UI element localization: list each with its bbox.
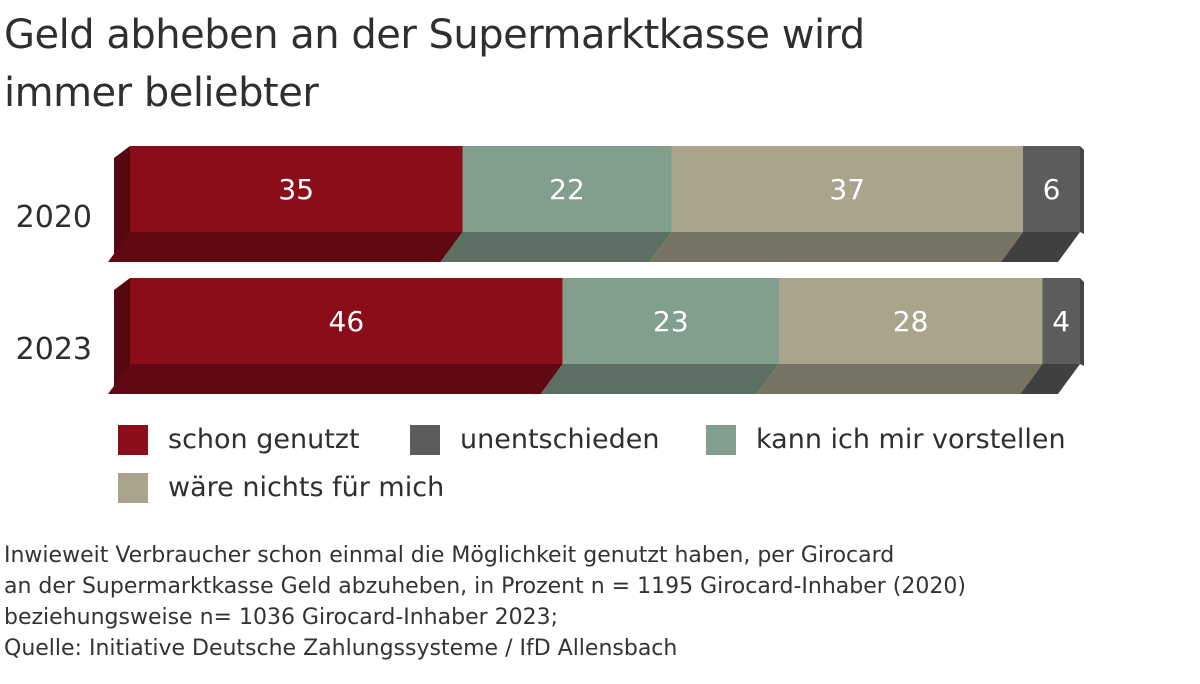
legend-label-waere-nichts-fuer-mich: wäre nichts für mich	[168, 472, 445, 503]
bar-2020-waere-nichts-fuer-mich	[671, 146, 1023, 232]
stacked-bar-chart: 35 22 37 6 2020 46 23 28 4 2023	[16, 146, 1084, 394]
title-line-2: immer beliebter	[4, 70, 319, 116]
bar-2020-unentschieden-bottom	[1001, 232, 1080, 262]
data-label-2023-waere-nichts-fuer-mich: 28	[893, 305, 929, 338]
legend-swatch-unentschieden	[410, 424, 440, 455]
legend-swatch-kann-ich-mir-vorstellen	[706, 424, 736, 455]
bar-cap-2023	[1080, 278, 1084, 366]
legend-label-kann-ich-mir-vorstellen: kann ich mir vorstellen	[756, 424, 1066, 455]
bar-cap-2020	[1080, 146, 1084, 234]
data-label-2020-unentschieden: 6	[1043, 173, 1061, 206]
note-line-2: an der Supermarktkasse Geld abzuheben, i…	[4, 574, 966, 599]
title-line-1: Geld abheben an der Supermarktkasse wird	[4, 12, 865, 58]
source-note: Inwieweit Verbraucher schon einmal die M…	[4, 540, 1194, 664]
legend-label-schon-genutzt: schon genutzt	[168, 424, 360, 455]
legend-label-unentschieden: unentschieden	[460, 424, 660, 455]
bar-2020-schon-genutzt-bottom	[108, 232, 463, 262]
bar-2023-unentschieden-bottom	[1020, 364, 1080, 394]
data-label-2023-schon-genutzt: 46	[329, 305, 365, 338]
data-label-2020-schon-genutzt: 35	[278, 173, 314, 206]
bar-2023-waere-nichts-fuer-mich-bottom	[757, 364, 1043, 394]
bar-2020-kann-ich-mir-vorstellen	[462, 146, 672, 232]
bar-2023-schon-genutzt-bottom	[108, 364, 563, 394]
bar-2023-kann-ich-mir-vorstellen-bottom	[540, 364, 780, 394]
legend-item-unentschieden: unentschieden	[410, 424, 660, 455]
note-line-1: Inwieweit Verbraucher schon einmal die M…	[4, 543, 895, 568]
note-line-4: Quelle: Initiative Deutsche Zahlungssyst…	[4, 636, 678, 661]
bar-2020-kann-ich-mir-vorstellen-bottom	[440, 232, 672, 262]
data-label-2023-unentschieden: 4	[1052, 305, 1070, 338]
note-line-3: beziehungsweise n= 1036 Girocard-Inhaber…	[4, 605, 559, 630]
data-label-2020-waere-nichts-fuer-mich: 37	[829, 173, 865, 206]
data-label-2023-kann-ich-mir-vorstellen: 23	[653, 305, 689, 338]
category-label-2020: 2020	[16, 200, 92, 235]
bar-2020-schon-genutzt	[130, 146, 463, 232]
bar-2020-waere-nichts-fuer-mich-bottom	[649, 232, 1023, 262]
bar-2023-kann-ich-mir-vorstellen	[562, 278, 780, 364]
data-label-2020-kann-ich-mir-vorstellen: 22	[549, 173, 585, 206]
bar-2023-schon-genutzt	[130, 278, 563, 364]
legend-item-schon-genutzt: schon genutzt	[118, 424, 360, 455]
bar-2023-unentschieden	[1042, 278, 1080, 364]
legend-item-kann-ich-mir-vorstellen: kann ich mir vorstellen	[706, 424, 1066, 455]
chart-title: Geld abheben an der Supermarktkasse wird…	[4, 6, 1194, 122]
legend-item-waere-nichts-fuer-mich: wäre nichts für mich	[118, 472, 444, 503]
legend-swatch-schon-genutzt	[118, 424, 148, 455]
legend-swatch-waere-nichts-fuer-mich	[118, 472, 148, 503]
bar-2023-waere-nichts-fuer-mich	[779, 278, 1043, 364]
bar-2020-unentschieden	[1023, 146, 1080, 232]
bar-bevel-2023	[114, 278, 130, 394]
bar-bevel-2020	[114, 146, 130, 262]
category-label-2023: 2023	[16, 332, 92, 367]
